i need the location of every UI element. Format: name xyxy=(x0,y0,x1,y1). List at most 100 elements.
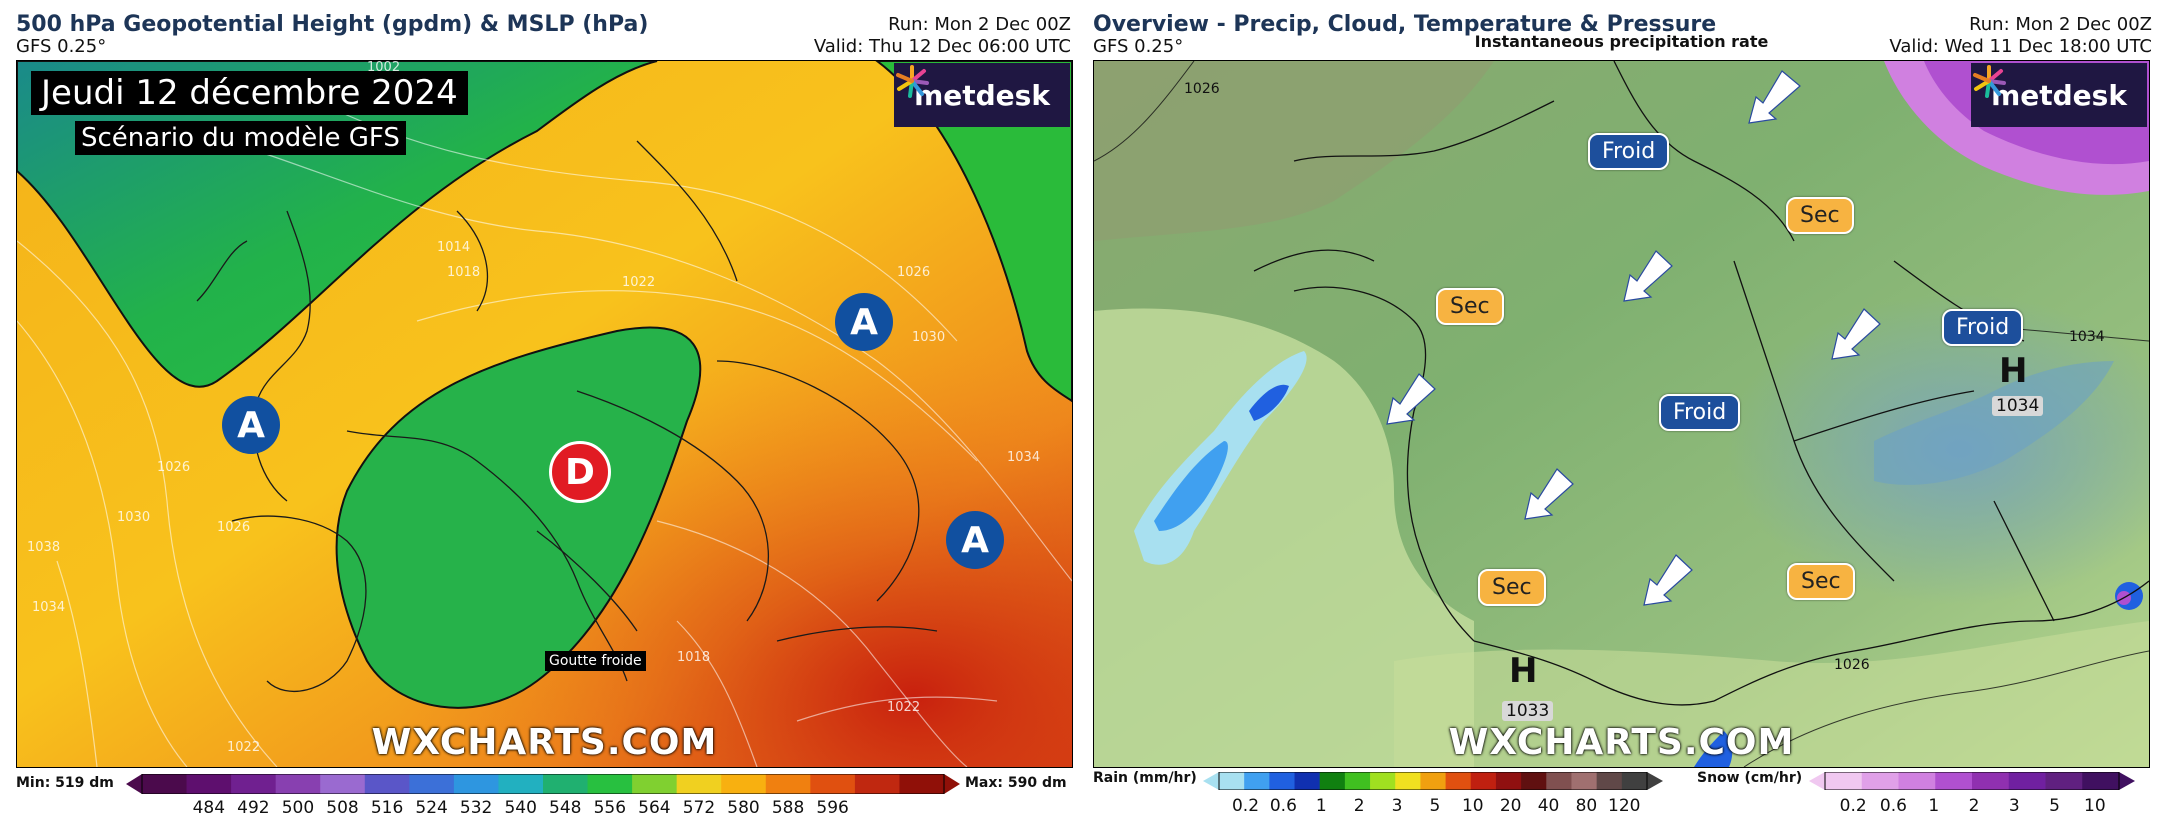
colorbar-segment xyxy=(1521,772,1547,790)
dry-label: Sec xyxy=(1478,569,1546,606)
rain-colorbar-label: Rain (mm/hr) xyxy=(1093,770,1197,786)
colorbar-arrow-left xyxy=(126,774,142,794)
high-pressure-h-marker: H xyxy=(1509,651,1538,691)
colorbar-segment xyxy=(2045,772,2083,790)
colorbar-tick-label: 540 xyxy=(504,798,537,818)
snow-colorbar xyxy=(1809,772,2135,790)
colorbar-tick-label: 0.2 xyxy=(1231,796,1260,816)
colorbar-arrow-right xyxy=(1647,772,1663,790)
colorbar-arrow-left xyxy=(1203,772,1219,790)
metdesk-spark-icon xyxy=(1973,65,2006,98)
colorbar-segment xyxy=(1935,772,1973,790)
colorbar-tick-label: 0.2 xyxy=(1839,796,1867,816)
right-map-graphic: 1026 1034 1026 xyxy=(1094,61,2149,767)
colorbar-segment xyxy=(186,774,232,794)
colorbar-segment xyxy=(1319,772,1346,790)
colorbar-tick-label: 532 xyxy=(459,798,493,818)
colorbar-tick-label: 10 xyxy=(1461,796,1484,816)
left-run-label: Run: Mon 2 Dec 00Z xyxy=(888,14,1071,35)
metdesk-wordmark: metdesk xyxy=(1991,78,2127,112)
high-pressure-marker: A xyxy=(835,293,893,351)
isobar-label: 1022 xyxy=(887,700,920,715)
colorbar-tick-label: 2 xyxy=(1968,796,1980,816)
colorbar-min-label: Min: 519 dm xyxy=(16,775,114,791)
isobar-label: 1034 xyxy=(2069,329,2105,345)
isobar-label: 1018 xyxy=(447,265,480,280)
colorbar-tick-label: 10 xyxy=(2084,796,2106,816)
low-pressure-marker: D xyxy=(549,441,611,503)
colorbar-segment xyxy=(676,774,722,794)
dry-label: Sec xyxy=(1436,288,1504,325)
colorbar-tick-label: 20 xyxy=(1499,796,1522,816)
colorbar-segment xyxy=(810,774,856,794)
right-valid-label: Valid: Wed 11 Dec 18:00 UTC xyxy=(1889,36,2152,57)
colorbar-tick-label: 0.6 xyxy=(1269,796,1297,816)
colorbar-segment xyxy=(2008,772,2046,790)
cut-off-low-caption: Goutte froide xyxy=(545,651,646,671)
isobar-label: 1030 xyxy=(117,510,150,525)
snow-colorbar-label: Snow (cm/hr) xyxy=(1697,770,1803,786)
left-map: 1002 1014 1018 1022 1026 1030 1034 1038 … xyxy=(16,60,1073,768)
wind-arrow-icon xyxy=(1386,373,1436,425)
isobar-label: 1026 xyxy=(897,265,930,280)
cold-label: Froid xyxy=(1942,309,2024,346)
colorbar-tick-label: 596 xyxy=(816,798,849,818)
metdesk-spark-icon xyxy=(896,65,929,98)
colorbar-tick-label: 2 xyxy=(1353,796,1365,816)
geopotential-colorbar xyxy=(126,774,960,794)
colorbar-tick-label: 5 xyxy=(2049,796,2060,816)
colorbar-segment xyxy=(231,774,277,794)
colorbar-segment xyxy=(453,774,499,794)
colorbar-tick-label: 524 xyxy=(415,798,448,818)
date-banner: Jeudi 12 décembre 2024 xyxy=(31,71,468,115)
colorbar-arrow-left xyxy=(1809,772,1825,790)
rain-colorbar xyxy=(1203,772,1663,790)
dry-label: Sec xyxy=(1787,563,1855,600)
colorbar-tick-label: 580 xyxy=(727,798,760,818)
isobar-label: 1026 xyxy=(217,520,250,535)
high-pressure-value: 1034 xyxy=(1992,396,2044,416)
colorbar-tick-label: 1 xyxy=(1315,796,1327,816)
colorbar-segment xyxy=(1470,772,1497,790)
colorbar-tick-label: 0.6 xyxy=(1879,796,1907,816)
colorbar-segment xyxy=(409,774,455,794)
metdesk-logo: metdesk xyxy=(894,63,1070,127)
colorbar-tick-label: 80 xyxy=(1575,796,1598,816)
colorbar-tick-label: 5 xyxy=(1429,796,1441,816)
isobar-label: 1026 xyxy=(1834,657,1870,673)
isobar-label: 1022 xyxy=(622,275,655,290)
left-map-graphic: 1002 1014 1018 1022 1026 1030 1034 1038 … xyxy=(17,61,1072,767)
colorbar-tick-label: 500 xyxy=(281,798,315,818)
colorbar-segment xyxy=(275,774,321,794)
colorbar-tick-label: 484 xyxy=(192,798,226,818)
colorbar-segment xyxy=(543,774,589,794)
colorbar-tick-label: 516 xyxy=(370,798,404,818)
colorbar-tick-label: 588 xyxy=(771,798,805,818)
high-pressure-marker: A xyxy=(946,511,1004,569)
colorbar-segment xyxy=(1219,772,1245,790)
metdesk-logo: metdesk xyxy=(1971,63,2147,127)
colorbar-segment xyxy=(498,774,544,794)
colorbar-tick-label: 492 xyxy=(237,798,270,818)
right-model-label: GFS 0.25° xyxy=(1093,36,1184,57)
colorbar-tick-label: 508 xyxy=(326,798,359,818)
colorbar-segment xyxy=(142,774,188,794)
isobar-label: 1034 xyxy=(1007,450,1040,465)
left-model-label: GFS 0.25° xyxy=(16,36,107,57)
colorbar-tick-label: 572 xyxy=(682,798,716,818)
right-subtitle: Instantaneous precipitation rate xyxy=(1474,32,1769,51)
colorbar-tick-label: 548 xyxy=(549,798,582,818)
wind-arrow-icon xyxy=(1623,250,1673,302)
left-valid-label: Valid: Thu 12 Dec 06:00 UTC xyxy=(813,36,1071,57)
wind-arrow-icon xyxy=(1524,468,1574,520)
isobar-label: 1022 xyxy=(227,740,260,755)
colorbar-segment xyxy=(364,774,410,794)
colorbar-tick-label: 120 xyxy=(1608,796,1641,816)
colorbar-segment xyxy=(1294,772,1321,790)
colorbar-segment xyxy=(1395,772,1421,790)
wxcharts-watermark: WXCHARTS.COM xyxy=(371,722,718,763)
colorbar-segment xyxy=(854,774,900,794)
colorbar-segment xyxy=(1495,772,1522,790)
cold-label: Froid xyxy=(1588,133,1670,170)
colorbar-tick-label: 3 xyxy=(2008,796,2020,816)
